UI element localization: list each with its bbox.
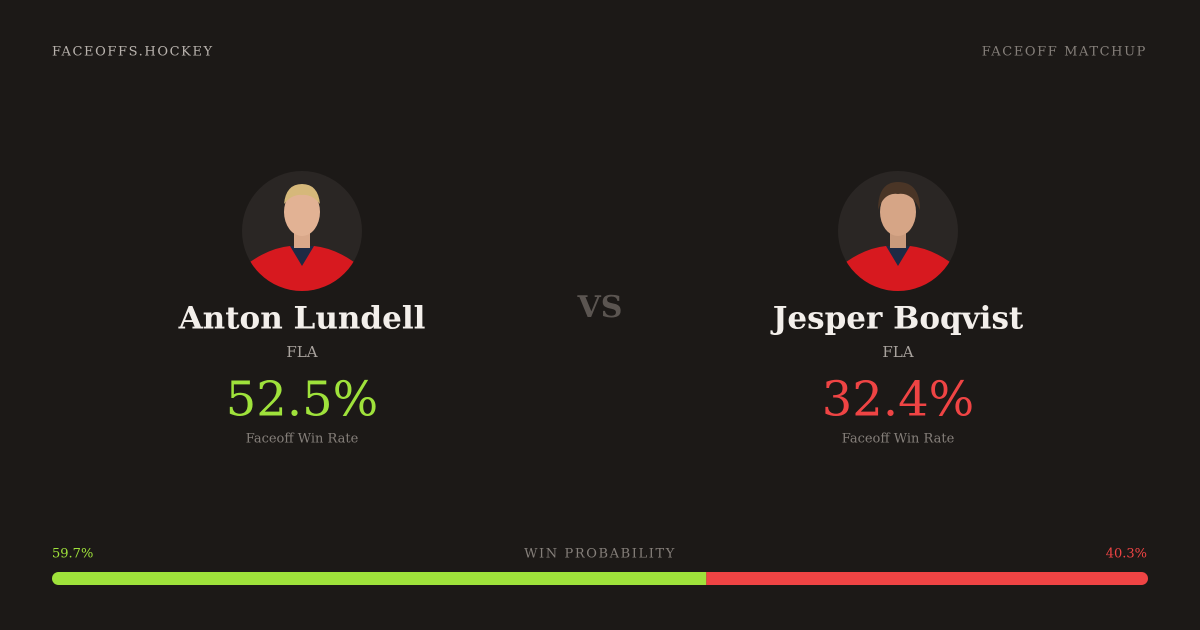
win-rate: 52.5%	[226, 372, 378, 428]
win-rate: 32.4%	[822, 372, 974, 428]
prob-right: 40.3%	[1106, 547, 1147, 562]
prob-left: 59.7%	[52, 547, 93, 562]
avatar	[838, 171, 958, 291]
player-name: Anton Lundell	[178, 301, 426, 337]
prob-title: WIN PROBABILITY	[524, 547, 676, 562]
probability-segment	[52, 572, 707, 585]
team: FLA	[286, 343, 317, 361]
player-name: Jesper Boqvist	[770, 301, 1024, 337]
brand: FACEOFFS.HOCKEY	[52, 45, 214, 60]
avatar	[242, 171, 362, 291]
rate-label: Faceoff Win Rate	[842, 432, 955, 447]
header-label: FACEOFF MATCHUP	[982, 45, 1147, 60]
rate-label: Faceoff Win Rate	[246, 432, 359, 447]
players: Anton Lundell FLA 52.5% Faceoff Win Rate Jes…	[178, 301, 1024, 447]
probability-bar	[52, 572, 1148, 585]
team: FLA	[882, 343, 913, 361]
vs: VS	[577, 290, 623, 325]
probability-segment	[706, 572, 1148, 585]
